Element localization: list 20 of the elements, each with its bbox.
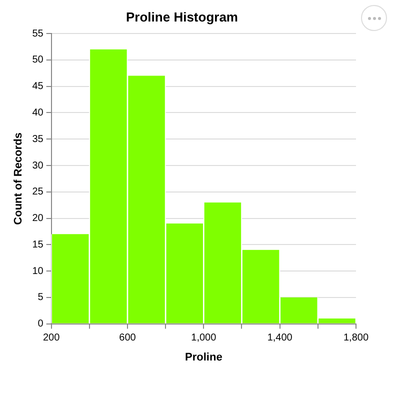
x-tick-label: 1,000 — [191, 332, 217, 344]
x-tick-label: 600 — [119, 332, 136, 344]
y-tick-label: 0 — [38, 318, 44, 330]
y-tick-label: 55 — [32, 28, 44, 40]
chart-title: Proline Histogram — [126, 9, 238, 24]
y-axis-title: Count of Records — [12, 132, 25, 225]
x-tick-label: 200 — [42, 332, 60, 344]
x-tick-label: 1,400 — [267, 332, 293, 344]
y-tick-label: 25 — [32, 186, 44, 198]
y-tick-label: 35 — [32, 134, 44, 145]
y-tick-label: 40 — [32, 107, 44, 118]
y-tick-label: 30 — [32, 160, 44, 172]
y-tick-label: 20 — [32, 213, 44, 224]
y-tick-label: 5 — [38, 292, 44, 304]
x-axis-title: Proline — [185, 351, 222, 364]
y-tick-label: 10 — [32, 266, 44, 277]
y-tick-label: 45 — [32, 81, 44, 92]
y-tick-label: 15 — [32, 239, 44, 250]
x-tick-label: 1,800 — [343, 332, 369, 344]
y-tick-label: 50 — [32, 54, 44, 66]
